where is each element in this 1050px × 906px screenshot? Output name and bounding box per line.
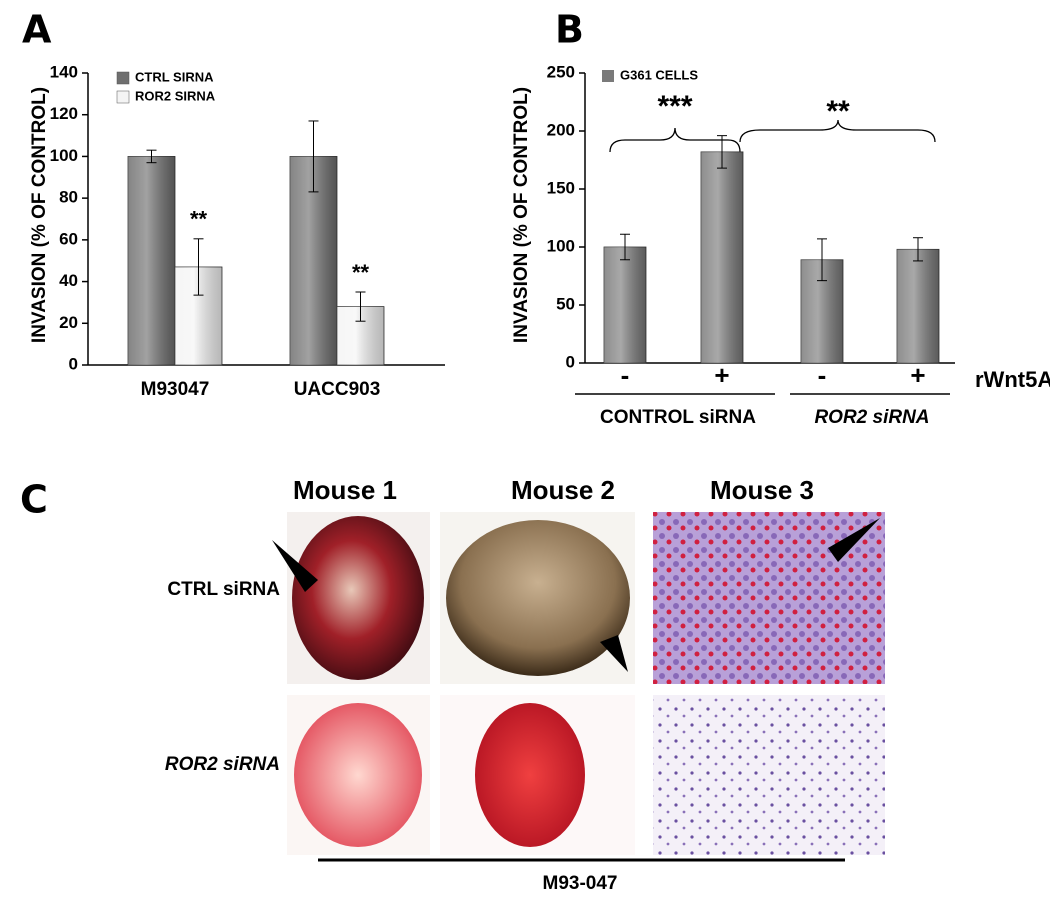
- y-tick-label: 60: [59, 229, 78, 248]
- error-bar: [355, 291, 366, 322]
- lung-image: [446, 520, 630, 676]
- error-bar: [308, 120, 319, 193]
- legend-label: ROR2 SIRNA: [135, 88, 216, 103]
- x-tick-label: +: [714, 360, 729, 390]
- significance: **: [190, 207, 208, 232]
- y-tick-label: 140: [50, 62, 78, 81]
- y-tick-label: 0: [69, 354, 78, 373]
- column-header: Mouse 3: [710, 475, 814, 505]
- row-label: CTRL siRNA: [167, 579, 280, 600]
- significance: **: [826, 95, 850, 128]
- y-tick-label: 250: [547, 62, 575, 81]
- panel-label: C: [20, 478, 48, 522]
- histology-image: [653, 695, 885, 855]
- legend-label: G361 CELLS: [620, 67, 698, 82]
- arrow: [600, 635, 628, 672]
- x-tick-label: -: [621, 360, 630, 390]
- panel-c: C Mouse 1 Mouse 2 Mouse 3 CTRL siRNA ROR…: [20, 475, 885, 894]
- bracket: [739, 119, 936, 143]
- error-bar: [146, 149, 157, 164]
- error-bar: [913, 237, 923, 262]
- arrow: [828, 518, 880, 562]
- y-tick-label: 200: [547, 120, 575, 139]
- y-axis-label: INVASION (% OF CONTROL): [29, 87, 50, 343]
- y-tick-label: 80: [59, 188, 78, 207]
- x-tick-label: -: [818, 360, 827, 390]
- bar-shade: [604, 247, 646, 363]
- y-tick-label: 150: [547, 178, 575, 197]
- group-label: ROR2 siRNA: [814, 407, 929, 428]
- error-bar: [717, 135, 727, 169]
- x-tick-label: M93047: [141, 379, 210, 400]
- bar-shade: [128, 156, 175, 365]
- y-tick-label: 20: [59, 313, 78, 332]
- x-tick-label: +: [910, 360, 925, 390]
- legend-swatch: [116, 71, 130, 85]
- y-tick-label: 120: [50, 104, 78, 123]
- significance: **: [352, 260, 370, 285]
- footer-label: M93-047: [543, 873, 618, 894]
- bar-shade: [897, 249, 939, 363]
- y-tick-label: 0: [566, 352, 575, 371]
- panel-label: A: [22, 8, 52, 52]
- x-tick-label: UACC903: [294, 379, 381, 400]
- error-bar: [193, 238, 204, 296]
- legend-swatch: [602, 70, 614, 82]
- group-label: CONTROL siRNA: [600, 407, 756, 428]
- column-header: Mouse 2: [511, 475, 615, 505]
- x-axis-label: rWnt5A: [975, 367, 1050, 392]
- legend-swatch: [116, 90, 130, 104]
- chart-b: B INVASION (% OF CONTROL) rWnt5A CONTROL…: [511, 8, 1050, 429]
- legend-label: CTRL SIRNA: [135, 69, 214, 84]
- error-bar: [620, 233, 630, 261]
- row-label: ROR2 siRNA: [165, 754, 280, 775]
- error-bar: [817, 238, 827, 282]
- bracket: [609, 127, 741, 153]
- bar-shade: [701, 151, 743, 363]
- y-axis-label: INVASION (% OF CONTROL): [511, 87, 532, 343]
- lung-image: [294, 703, 422, 847]
- lung-image: [292, 516, 424, 680]
- panel-label: B: [555, 8, 584, 52]
- lung-image: [475, 703, 585, 847]
- arrow: [272, 540, 318, 592]
- significance: ***: [657, 90, 692, 123]
- column-header: Mouse 1: [293, 475, 397, 505]
- y-tick-label: 40: [59, 271, 78, 290]
- chart-a: A INVASION (% OF CONTROL) 0 20 40 60 80 100 12…: [22, 8, 445, 400]
- y-tick-label: 100: [50, 146, 78, 165]
- y-tick-label: 100: [547, 236, 575, 255]
- y-tick-label: 50: [556, 294, 575, 313]
